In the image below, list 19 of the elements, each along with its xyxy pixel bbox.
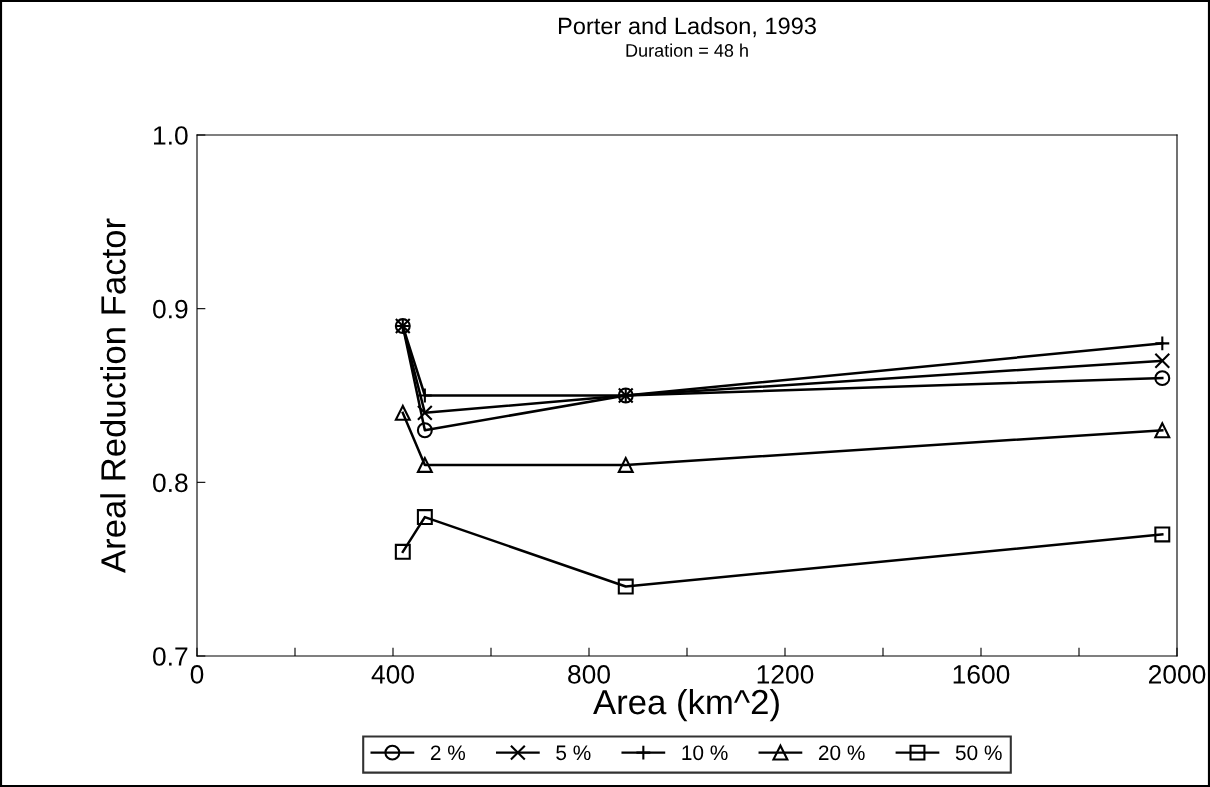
legend-label: 2 % <box>430 745 466 761</box>
legend-label: 50 % <box>955 745 1002 761</box>
legend-label: 20 % <box>818 745 865 761</box>
x-tick-label: 400 <box>371 665 414 684</box>
chart-title: Porter and Ladson, 1993 <box>558 17 816 38</box>
y-axis-title: Areal Reduction Factor <box>100 218 126 573</box>
chart-subtitle: Duration = 48 h <box>626 43 748 57</box>
y-tick-label: 1.0 <box>154 126 188 145</box>
legend-label: 10 % <box>682 745 728 761</box>
x-tick-label: 2000 <box>1148 665 1206 684</box>
y-tick-label: 0.8 <box>153 473 188 493</box>
legend-label: 5 % <box>556 745 591 761</box>
x-tick-label: 1600 <box>953 665 1010 684</box>
x-tick-label: 0 <box>190 665 204 684</box>
x-tick-label: 1200 <box>757 665 814 684</box>
y-tick-label: 0.7 <box>153 647 188 666</box>
x-axis-title: Area (km^2) <box>593 688 779 722</box>
x-tick-label: 800 <box>568 665 610 684</box>
y-tick-label: 0.9 <box>153 299 188 319</box>
